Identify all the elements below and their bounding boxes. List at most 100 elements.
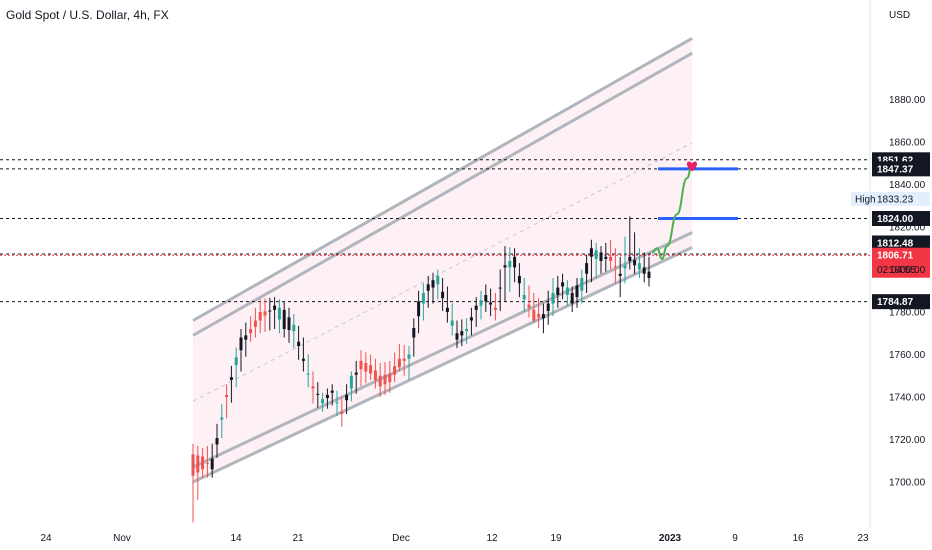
candle-body <box>609 256 613 261</box>
price-tick-label: 1880.00 <box>889 95 926 106</box>
last-price-badge <box>872 247 930 278</box>
candle-body <box>258 312 262 321</box>
candle-body <box>268 310 272 312</box>
price-tick-label: 1780.00 <box>889 308 926 319</box>
candle-body <box>580 278 584 291</box>
time-axis: 24 Nov 14 21 Dec 12 19 2023 9 16 23 <box>40 533 869 544</box>
candle-body <box>359 360 363 370</box>
candle-body <box>575 285 579 298</box>
candle-body <box>244 335 248 340</box>
price-axis: 1700.00 1720.00 1740.00 1760.00 1780.00 1800.… <box>889 95 926 489</box>
candle-body <box>191 454 195 476</box>
candle-body <box>378 375 382 387</box>
level-badge <box>872 211 930 226</box>
candle-body <box>225 394 229 397</box>
price-tick-label: 1840.00 <box>889 180 926 191</box>
candle-body <box>589 248 593 257</box>
level-label: 1851.62 <box>877 155 914 166</box>
candle-body <box>546 303 550 311</box>
candle-body <box>229 377 233 380</box>
candle-body <box>397 358 401 368</box>
candle-body <box>349 375 353 389</box>
candle-body <box>306 373 310 375</box>
candle-body <box>623 265 627 269</box>
candle-body <box>340 411 344 414</box>
horizontal-levels: 1851.621847.371824.001812.481807.291784.… <box>0 152 930 310</box>
currency-label: USD <box>889 10 910 21</box>
high-value: 1833.23 <box>877 194 914 205</box>
candle-body <box>196 455 200 473</box>
channel-line-inner-lower <box>192 231 693 469</box>
candle-body <box>325 394 329 399</box>
candle-body <box>215 438 219 445</box>
candle-body <box>282 309 286 329</box>
last-price-label: 1806.71 <box>877 251 914 262</box>
candle-body <box>436 275 440 285</box>
candle-body <box>570 292 574 304</box>
candle-body <box>618 273 622 276</box>
candle-body <box>421 292 425 304</box>
candle-body <box>239 337 243 351</box>
candle-body <box>513 256 517 268</box>
candle-body <box>493 307 497 310</box>
candle-body <box>201 456 205 470</box>
candle-body <box>642 267 646 274</box>
projection-curve <box>651 164 693 260</box>
projection-path <box>651 161 738 260</box>
price-tick-label: 1860.00 <box>889 138 926 149</box>
price-channel <box>192 36 693 484</box>
time-tick-label: 2023 <box>659 533 682 544</box>
candle-body <box>277 307 281 320</box>
candle-body <box>205 462 209 464</box>
candle-body <box>479 300 483 306</box>
candle-body <box>508 261 512 268</box>
candle-body <box>465 329 469 332</box>
candle-body <box>292 324 296 332</box>
level-badge <box>872 161 930 177</box>
candle-body <box>330 390 334 393</box>
candle-body <box>551 292 555 304</box>
candle-body <box>484 295 488 302</box>
candle-body <box>373 370 377 380</box>
candle-body <box>301 358 305 361</box>
time-tick-label: 21 <box>292 533 304 544</box>
channel-line-upper <box>192 36 693 322</box>
time-tick-label: Nov <box>113 533 131 544</box>
candle-body <box>249 329 253 334</box>
candle-body <box>633 259 637 266</box>
time-tick-label: 14 <box>230 533 242 544</box>
candle-body <box>417 301 421 317</box>
high-badge <box>851 191 930 206</box>
candle-body <box>460 331 464 336</box>
candle-body <box>594 250 598 259</box>
level-label: 1784.87 <box>877 297 914 308</box>
price-tick-label: 1720.00 <box>889 435 926 446</box>
candle-body <box>273 305 277 310</box>
candle-body <box>503 265 507 268</box>
time-tick-label: 24 <box>40 533 52 544</box>
chart-title: Gold Spot / U.S. Dollar, 4h, FX <box>6 8 169 22</box>
candle-body <box>383 374 387 385</box>
level-badge <box>872 294 930 310</box>
candle-body <box>263 311 267 316</box>
high-label: High <box>855 194 876 205</box>
candle-body <box>647 271 651 278</box>
candle-body <box>474 305 478 310</box>
channel-midline <box>192 142 693 402</box>
candle-body <box>220 417 224 420</box>
channel-fill <box>193 38 693 483</box>
candle-body <box>565 287 569 295</box>
candle-body <box>556 287 560 295</box>
candle-body <box>311 386 315 389</box>
candle-body <box>517 275 521 284</box>
time-tick-label: 9 <box>732 533 738 544</box>
candle-body <box>253 320 257 327</box>
level-label: 1824.00 <box>877 214 914 225</box>
price-tick-label: 1820.00 <box>889 223 926 234</box>
candle-body <box>393 366 397 375</box>
candle-body <box>498 287 502 289</box>
candle-body <box>585 263 589 274</box>
countdown-label: 02:04:55 <box>877 265 916 276</box>
candle-body <box>441 291 445 299</box>
